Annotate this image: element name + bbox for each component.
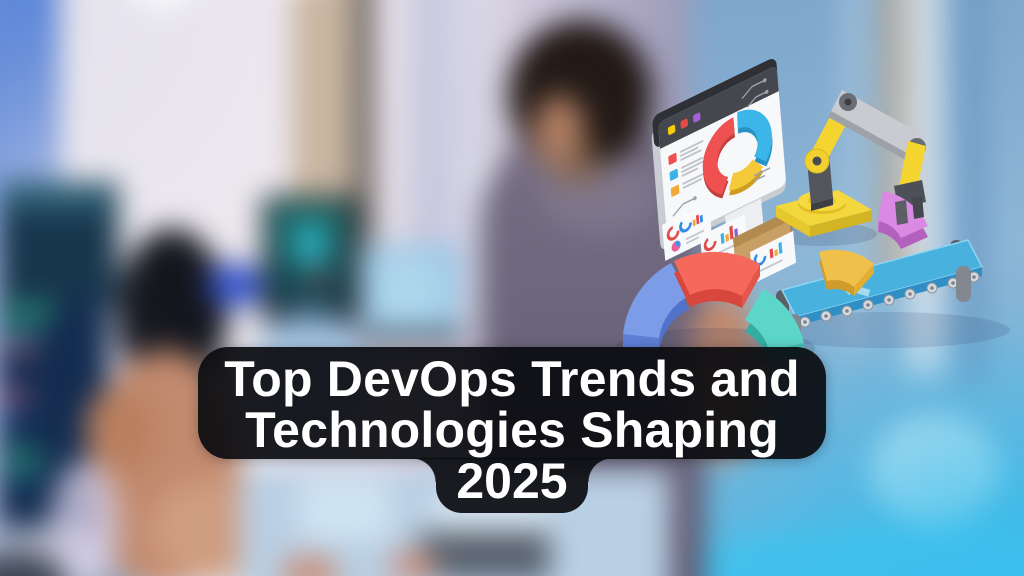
title-line-3: 2025 — [456, 453, 568, 509]
bg-woman-shoulder — [85, 385, 155, 475]
bg-monitor-base — [358, 330, 462, 344]
bg-code-line — [0, 330, 38, 337]
title-line-2: Technologies Shaping — [245, 402, 779, 458]
window-header-buttons — [667, 112, 701, 135]
bg-laptop — [300, 480, 390, 540]
bg-corner-shadow — [0, 555, 65, 576]
window-header — [658, 67, 779, 149]
devops-illustration — [615, 58, 1010, 368]
pie-segment-yellow — [819, 249, 874, 296]
bg-code-line — [0, 392, 30, 400]
pie-segment-blue — [623, 263, 689, 351]
bg-hand — [280, 555, 340, 576]
bg-monitor-right-in — [372, 255, 444, 325]
title-year-plate: 2025 — [412, 456, 612, 513]
bg-code-line — [0, 418, 22, 424]
bg-ceiling-light — [127, 0, 197, 5]
bg-code-line — [2, 452, 42, 460]
bg-monitor-glow — [0, 182, 110, 212]
robot-gripper-icon — [878, 180, 928, 249]
bg-woman-shirt — [50, 460, 120, 576]
bg-curtain-stripe — [463, 0, 479, 305]
bg-curtain-stripe — [413, 0, 425, 305]
chart-legend — [668, 139, 706, 197]
bg-code-line — [2, 306, 54, 315]
bg-laptop-dark — [420, 530, 550, 576]
bg-dark-pole — [352, 0, 374, 245]
bg-code-line — [8, 471, 36, 477]
title-line-1: Top DevOps Trends and — [224, 351, 800, 407]
bg-screen-glow — [293, 223, 327, 267]
robot-arm-icon — [776, 90, 926, 237]
bg-code-line — [2, 343, 36, 351]
plate-notch-left — [412, 458, 437, 482]
bg-curtain-stripe — [432, 0, 450, 305]
bg-screen-dot — [311, 271, 325, 282]
pie-segment-red — [674, 251, 760, 308]
plate-notch-right — [587, 458, 612, 482]
title-block: Top DevOps Trends and Technologies Shapi… — [0, 347, 1024, 513]
bg-man-beard — [550, 150, 606, 186]
title-plate: Top DevOps Trends and Technologies Shapi… — [198, 347, 826, 459]
donut-chart-icon — [702, 109, 773, 199]
bg-hand — [388, 550, 438, 576]
bg-headphone — [217, 277, 245, 297]
